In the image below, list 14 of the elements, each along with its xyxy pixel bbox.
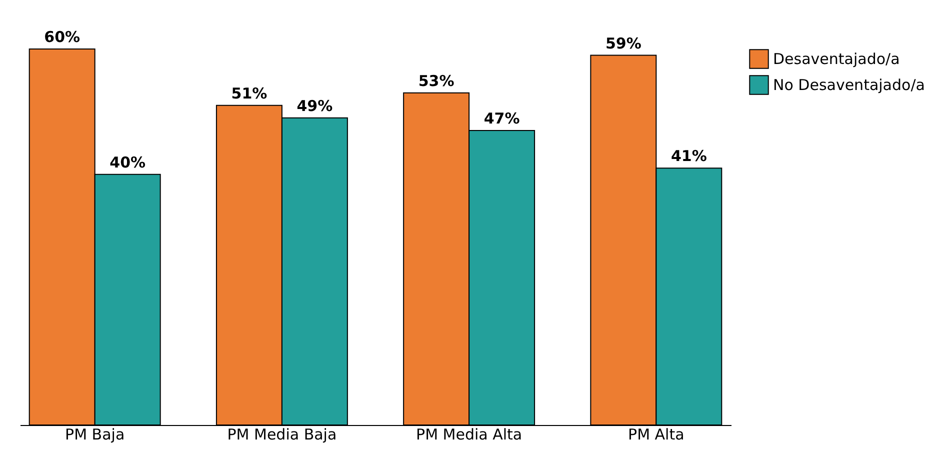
legend-label: No Desaventajado/a	[773, 76, 925, 94]
legend-label: Desaventajado/a	[773, 50, 900, 68]
data-label: 60%	[44, 28, 80, 46]
data-label: 59%	[605, 34, 642, 52]
x-tick-label: PM Baja	[65, 426, 125, 444]
data-label: 47%	[484, 109, 520, 128]
x-tick-label: PM Alta	[628, 426, 684, 444]
data-label: 41%	[670, 147, 707, 166]
data-label: 49%	[296, 96, 333, 115]
data-label: 51%	[231, 84, 268, 102]
x-tick-label: PM Media Alta	[416, 426, 522, 444]
x-tick-label: PM Media Baja	[227, 426, 337, 444]
data-label: 40%	[110, 153, 146, 172]
data-label: 53%	[418, 72, 454, 90]
